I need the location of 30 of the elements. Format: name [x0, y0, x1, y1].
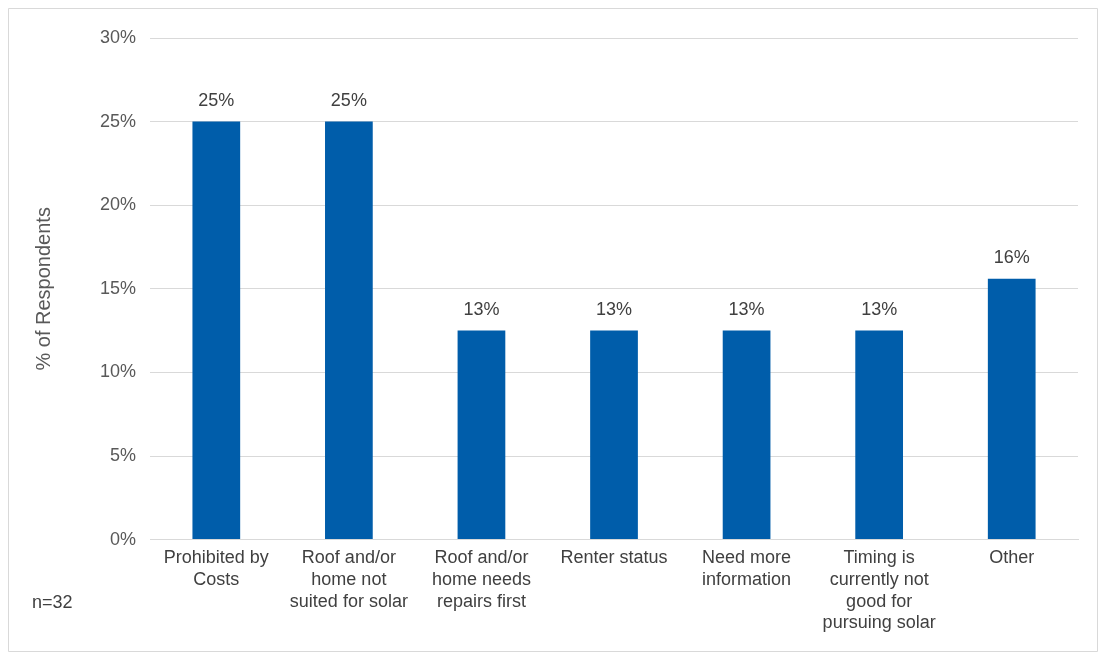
- x-tick-label: Timing is currently not good for pursuing solar: [822, 547, 936, 633]
- x-tick-label: Prohibited by Costs: [163, 547, 269, 589]
- y-axis-title: % of Respondents: [31, 207, 54, 371]
- x-tick-label: Roof and/or home not suited for solar: [289, 547, 408, 611]
- data-label: 13%: [728, 298, 765, 319]
- bar: [192, 121, 241, 540]
- x-tick-label: Other: [989, 547, 1035, 568]
- data-label: 25%: [330, 89, 367, 110]
- data-label: 25%: [198, 89, 235, 110]
- bar: [457, 330, 506, 540]
- y-tick-label: 15%: [100, 277, 137, 298]
- x-tick-label: Renter status: [560, 547, 668, 568]
- y-tick-label: 20%: [100, 194, 137, 215]
- y-tick-label: 30%: [100, 26, 137, 47]
- bar: [987, 278, 1036, 540]
- y-tick-label: 5%: [110, 444, 137, 465]
- data-label: 13%: [596, 298, 633, 319]
- bar: [325, 121, 373, 540]
- bar: [590, 330, 638, 540]
- data-label: 13%: [861, 298, 898, 319]
- bar: [855, 330, 904, 540]
- text: n=32: [32, 591, 73, 612]
- x-tick-label: Roof and/or home needs repairs first: [431, 547, 531, 611]
- y-tick-label: 0%: [110, 528, 137, 549]
- y-tick-label: 25%: [100, 110, 137, 131]
- bar: [722, 330, 771, 540]
- data-label: 16%: [993, 246, 1030, 267]
- y-tick-label: 10%: [100, 361, 137, 382]
- x-tick-label: Need more information: [702, 547, 792, 589]
- data-label: 13%: [463, 298, 500, 319]
